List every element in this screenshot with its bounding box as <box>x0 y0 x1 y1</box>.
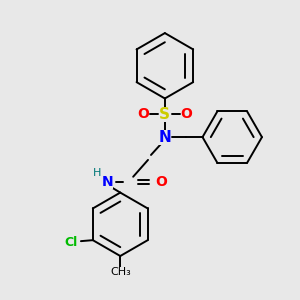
Text: CH₃: CH₃ <box>110 267 131 277</box>
Text: O: O <box>155 175 167 189</box>
Text: S: S <box>159 107 170 122</box>
Text: N: N <box>158 130 171 145</box>
Text: H: H <box>93 168 102 178</box>
Text: N: N <box>102 175 113 189</box>
Text: Cl: Cl <box>64 236 78 249</box>
Text: O: O <box>181 107 193 121</box>
Text: O: O <box>137 107 149 121</box>
